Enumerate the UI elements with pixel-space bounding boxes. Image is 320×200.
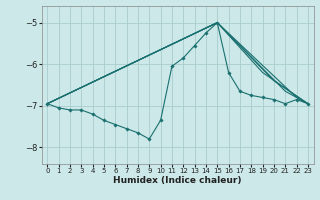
X-axis label: Humidex (Indice chaleur): Humidex (Indice chaleur)	[113, 176, 242, 185]
